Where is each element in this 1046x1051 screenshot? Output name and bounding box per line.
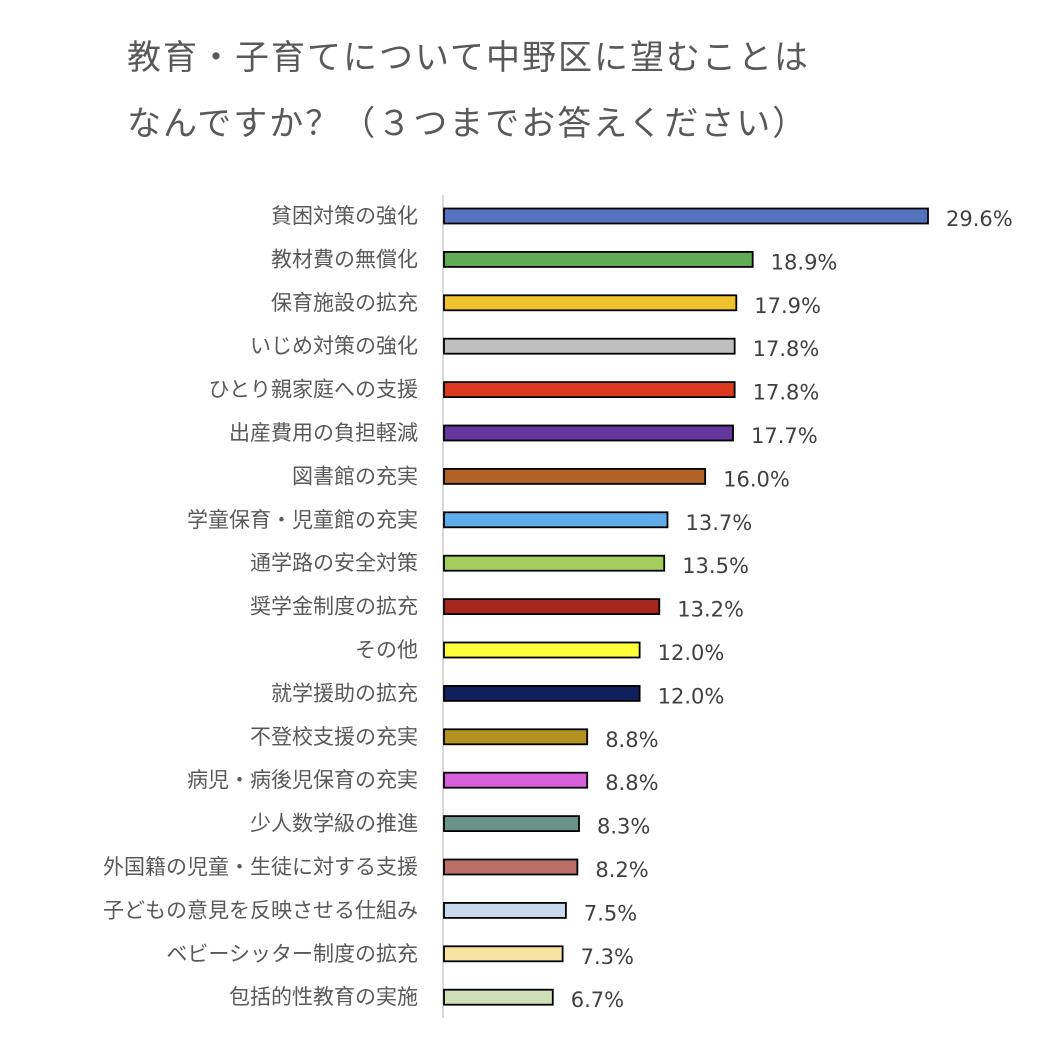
- data-label: 8.8%: [605, 771, 658, 795]
- data-label: 17.8%: [753, 381, 820, 405]
- category-label: 包括的性教育の実施: [229, 985, 418, 1009]
- chart-title-line-2: なんですか？（３つまでお答えください）: [127, 104, 809, 144]
- category-label: 通学路の安全対策: [250, 551, 418, 575]
- data-label: 16.0%: [723, 467, 790, 491]
- bar: [443, 467, 707, 485]
- category-label: 就学援助の拡充: [271, 681, 418, 705]
- bar: [443, 815, 580, 832]
- bar: [443, 685, 641, 702]
- bar: [443, 250, 754, 268]
- bar: [443, 988, 554, 1006]
- category-label: ひとり親家庭への支援: [209, 378, 418, 402]
- data-label: 12.0%: [658, 641, 725, 665]
- category-label: 病児・病後児保育の充実: [187, 768, 418, 792]
- category-label: 不登校支援の充実: [250, 725, 418, 749]
- category-label: 少人数学級の推進: [250, 812, 418, 836]
- data-label: 18.9%: [771, 250, 838, 274]
- category-label: 図書館の充実: [292, 464, 418, 488]
- data-label: 6.7%: [571, 988, 624, 1012]
- category-label: 奨学金制度の拡充: [250, 595, 418, 619]
- category-label: 子どもの意見を反映させる仕組み: [103, 898, 418, 922]
- data-label: 13.2%: [677, 598, 744, 622]
- category-label: 教材費の無償化: [271, 247, 418, 271]
- data-label: 17.7%: [751, 424, 818, 448]
- data-label: 8.2%: [595, 858, 648, 882]
- data-label: 12.0%: [658, 684, 725, 708]
- bar: [443, 337, 736, 355]
- category-label: 出産費用の負担軽減: [229, 421, 418, 445]
- bar: [443, 945, 564, 963]
- category-label: いじめ対策の強化: [250, 334, 418, 358]
- bar: [443, 858, 579, 876]
- category-label: 保育施設の拡充: [271, 291, 418, 315]
- bar: [443, 771, 589, 789]
- data-label: 17.8%: [753, 337, 820, 361]
- data-label: 7.3%: [581, 945, 634, 969]
- category-label: その他: [355, 638, 418, 662]
- bar: [443, 641, 641, 659]
- data-label: 8.8%: [605, 728, 658, 752]
- bar: [443, 381, 736, 399]
- bar: [443, 728, 589, 746]
- category-label: ベビーシッター制度の拡充: [166, 942, 418, 966]
- data-label: 7.5%: [584, 901, 637, 925]
- category-label: 学童保育・児童館の充実: [187, 508, 418, 532]
- data-label: 29.6%: [946, 207, 1013, 231]
- bar: [443, 294, 738, 312]
- chart-title-line-1: 教育・子育てについて中野区に望むことは: [127, 38, 810, 78]
- bar: [443, 554, 666, 572]
- bar: [443, 902, 567, 919]
- category-label: 貧困対策の強化: [271, 204, 418, 228]
- bar: [443, 511, 669, 529]
- data-label: 13.7%: [685, 511, 752, 535]
- data-label: 17.9%: [754, 294, 821, 318]
- bar: [443, 424, 734, 442]
- category-label: 外国籍の児童・生徒に対する支援: [103, 855, 418, 879]
- data-label: 13.5%: [682, 554, 749, 578]
- bar: [443, 207, 929, 225]
- data-label: 8.3%: [597, 815, 650, 839]
- bar: [443, 598, 661, 615]
